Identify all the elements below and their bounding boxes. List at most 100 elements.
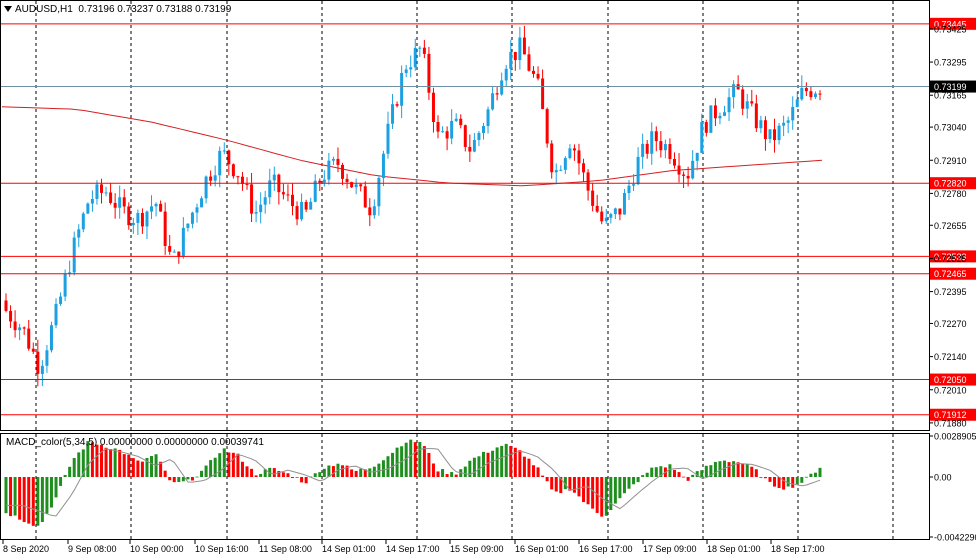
candle-body (682, 174, 686, 176)
ohlc-values: 0.73196 0.73237 0.73188 0.73199 (78, 4, 232, 15)
candle-body (327, 160, 331, 180)
candle-body (622, 193, 626, 215)
candle-body (672, 158, 676, 166)
y-tick-label: 0.73165 (934, 91, 967, 101)
macd-histogram-bar (677, 472, 681, 478)
macd-histogram-bar (759, 477, 763, 478)
candle-body (813, 93, 817, 98)
price-level-label: 0.72820 (934, 179, 967, 189)
candle-body (809, 91, 813, 98)
candle-body (322, 179, 326, 183)
macd-histogram-bar (481, 451, 485, 478)
macd-histogram-bar (272, 468, 276, 478)
candle-body (40, 365, 44, 374)
candle-body (341, 164, 345, 179)
x-tick-label: 14 Sep 01:00 (322, 544, 376, 554)
macd-histogram-bar (118, 449, 122, 478)
candle-body (454, 118, 458, 121)
candle-body (90, 198, 94, 204)
macd-histogram-bar (172, 477, 176, 483)
candle-body (236, 176, 240, 178)
macd-histogram-bar (181, 477, 185, 482)
macd-histogram-bar (99, 444, 103, 478)
macd-histogram-bar (586, 477, 590, 505)
price-level-label: 0.73445 (934, 19, 967, 29)
candle-body (745, 101, 749, 109)
candle-body (222, 150, 226, 152)
macd-histogram-bar (795, 477, 799, 485)
macd-histogram-bar (36, 477, 40, 526)
candle-body (768, 129, 772, 140)
macd-histogram-bar (532, 465, 536, 478)
macd-histogram-bar (777, 477, 781, 488)
macd-histogram-bar (72, 458, 76, 478)
macd-histogram-bar (54, 477, 58, 498)
candle-body (195, 207, 199, 213)
macd-panel-frame (0, 433, 930, 540)
candle-body (200, 198, 204, 208)
candle-body (572, 148, 576, 151)
macd-signal-line (6, 448, 821, 517)
candle-body (800, 87, 804, 100)
candle-body (568, 148, 572, 159)
y-tick-label: 0.71880 (934, 418, 967, 428)
candle-body (295, 206, 299, 220)
macd-histogram-bar (127, 454, 131, 478)
candle-body (650, 131, 654, 154)
candle-body (495, 93, 499, 95)
macd-histogram-bar (736, 462, 740, 478)
macd-histogram-bar (304, 477, 308, 484)
macd-y-tick-label: 0.00289051 (934, 431, 976, 441)
macd-histogram-bar (450, 472, 454, 478)
candle-body (213, 175, 217, 181)
x-tick-label: 10 Sep 00:00 (130, 544, 184, 554)
macd-histogram-bar (413, 442, 417, 478)
candle-body (727, 97, 731, 113)
moving-average-line (1, 106, 823, 187)
macd-histogram-bar (277, 471, 281, 478)
candle-body (481, 126, 485, 133)
macd-histogram-bar (441, 469, 445, 478)
macd-histogram-bar (641, 475, 645, 478)
macd-histogram-bar (591, 477, 595, 509)
candle-body (31, 348, 35, 352)
macd-histogram-bar (359, 468, 363, 478)
macd-histogram-bar (240, 461, 244, 478)
candle-body (586, 172, 590, 191)
candle-body (127, 206, 131, 226)
candle-body (140, 212, 144, 227)
dropdown-triangle-icon[interactable] (4, 6, 12, 12)
macd-histogram-bar (527, 458, 531, 478)
candle-body (422, 47, 426, 54)
candle-body (118, 197, 122, 208)
macd-histogram-bar (168, 477, 172, 481)
macd-histogram-bar (554, 477, 558, 492)
macd-histogram-bar (754, 469, 758, 478)
candle-body (386, 123, 390, 154)
candle-body (313, 180, 317, 202)
macd-indicator-label: MACD_color(5,34,5) 0.00000000 0.00000000… (6, 437, 264, 448)
macd-histogram-bar (818, 467, 822, 478)
candle-body (600, 211, 604, 222)
macd-histogram-bar (31, 477, 35, 526)
macd-histogram-bar (704, 465, 708, 478)
candle-body (436, 121, 440, 132)
candle-body (668, 144, 672, 159)
candle-body (504, 68, 508, 81)
candle-body (395, 104, 399, 106)
candle-body (304, 201, 308, 210)
macd-histogram-bar (313, 473, 317, 478)
candle-body (381, 153, 385, 179)
candle-body (300, 201, 304, 220)
macd-histogram-bar (95, 444, 99, 478)
price-level-tag (930, 250, 976, 263)
candle-body (677, 165, 681, 175)
macd-histogram-bar (418, 441, 422, 478)
candle-body (336, 158, 340, 165)
candle-body (109, 192, 113, 203)
macd-histogram-bar (290, 477, 294, 478)
macd-histogram-bar (545, 477, 549, 482)
candle-body (240, 176, 244, 184)
macd-histogram-bar (732, 461, 736, 478)
